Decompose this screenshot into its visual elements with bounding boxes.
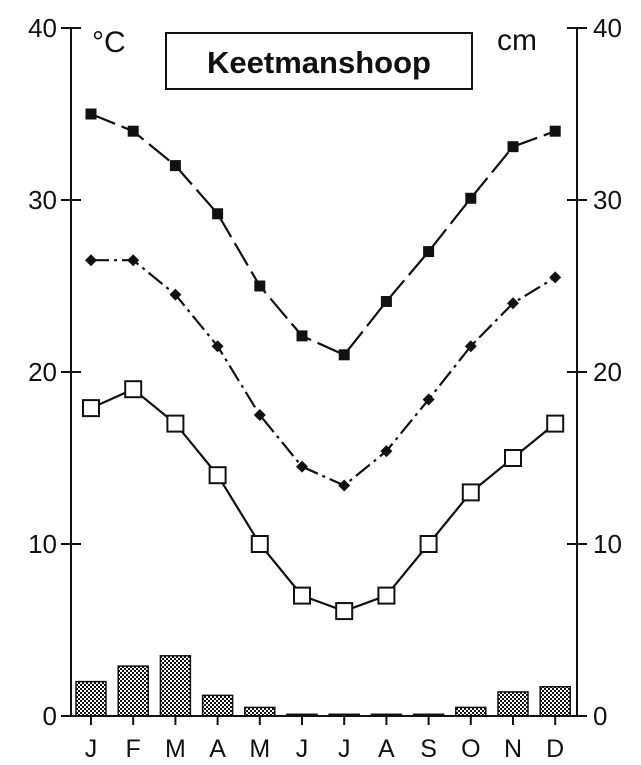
min-point xyxy=(293,586,311,605)
mean-point xyxy=(549,271,562,284)
chart-title: Keetmanshoop xyxy=(207,45,431,80)
month-label: J xyxy=(85,735,98,763)
temperature-series xyxy=(82,108,565,621)
right-tick-label: 0 xyxy=(593,701,607,731)
precipitation-bar xyxy=(201,694,234,717)
month-label: S xyxy=(420,735,437,763)
min-point xyxy=(546,414,565,433)
left-tick-label: 0 xyxy=(43,701,57,731)
max-point xyxy=(85,108,97,120)
right-tick-label: 10 xyxy=(593,529,622,559)
month-label: D xyxy=(546,735,564,763)
precipitation-bar xyxy=(75,680,107,717)
mean-point xyxy=(253,409,266,421)
precipitation-bar xyxy=(244,706,276,717)
precipitation-bar xyxy=(159,655,192,717)
min-point xyxy=(461,483,480,502)
month-label: A xyxy=(378,735,395,763)
month-label: J xyxy=(296,735,309,763)
min-point xyxy=(419,535,438,553)
max-point xyxy=(465,192,477,204)
mean-point xyxy=(464,340,477,353)
precipitation-bar xyxy=(539,686,571,717)
precipitation-bar xyxy=(455,706,487,717)
mean-point xyxy=(85,254,97,267)
min-point xyxy=(377,586,396,605)
max-point xyxy=(549,125,561,137)
mean-point xyxy=(422,393,435,406)
max-point xyxy=(380,295,392,307)
max-point xyxy=(423,246,435,258)
precipitation-bar xyxy=(117,665,149,717)
min-point xyxy=(250,535,269,553)
mean-point xyxy=(127,254,140,267)
mean-point xyxy=(296,460,308,473)
max-point xyxy=(507,141,519,153)
month-label: A xyxy=(209,735,226,763)
min-point xyxy=(335,602,354,621)
month-label: O xyxy=(461,735,480,763)
left-tick-label: 20 xyxy=(28,357,57,387)
right-tick-label: 40 xyxy=(593,13,622,43)
min-point xyxy=(504,449,522,467)
max-line xyxy=(90,112,556,357)
precipitation-bar xyxy=(497,691,529,717)
min-point xyxy=(124,380,143,399)
month-label: M xyxy=(165,735,186,763)
mean-line xyxy=(91,259,556,487)
precipitation-bars xyxy=(75,655,571,717)
left-tick-label: 40 xyxy=(28,13,57,43)
mean-point xyxy=(380,445,393,458)
month-label: N xyxy=(504,735,522,763)
min-point xyxy=(208,466,227,485)
min-point xyxy=(166,414,185,433)
min-point xyxy=(82,399,100,418)
max-point xyxy=(338,349,350,361)
max-point xyxy=(212,208,224,220)
title-box xyxy=(165,32,473,90)
max-point xyxy=(127,125,139,137)
max-point xyxy=(169,160,181,172)
mean-point xyxy=(211,340,224,353)
right-unit-label: cm xyxy=(497,24,537,57)
min-line xyxy=(90,387,556,613)
left-tick-label: 10 xyxy=(28,529,57,559)
max-point xyxy=(254,280,266,292)
left-tick-label: 30 xyxy=(28,185,57,215)
right-tick-label: 30 xyxy=(593,185,622,215)
month-label: M xyxy=(249,735,270,763)
mean-point xyxy=(507,297,519,310)
mean-point xyxy=(338,479,351,492)
month-label: F xyxy=(126,735,141,763)
mean-point xyxy=(169,288,182,301)
max-point xyxy=(296,330,308,342)
left-unit-label: °C xyxy=(92,26,126,59)
right-tick-label: 20 xyxy=(593,357,622,387)
month-label: J xyxy=(338,735,351,763)
